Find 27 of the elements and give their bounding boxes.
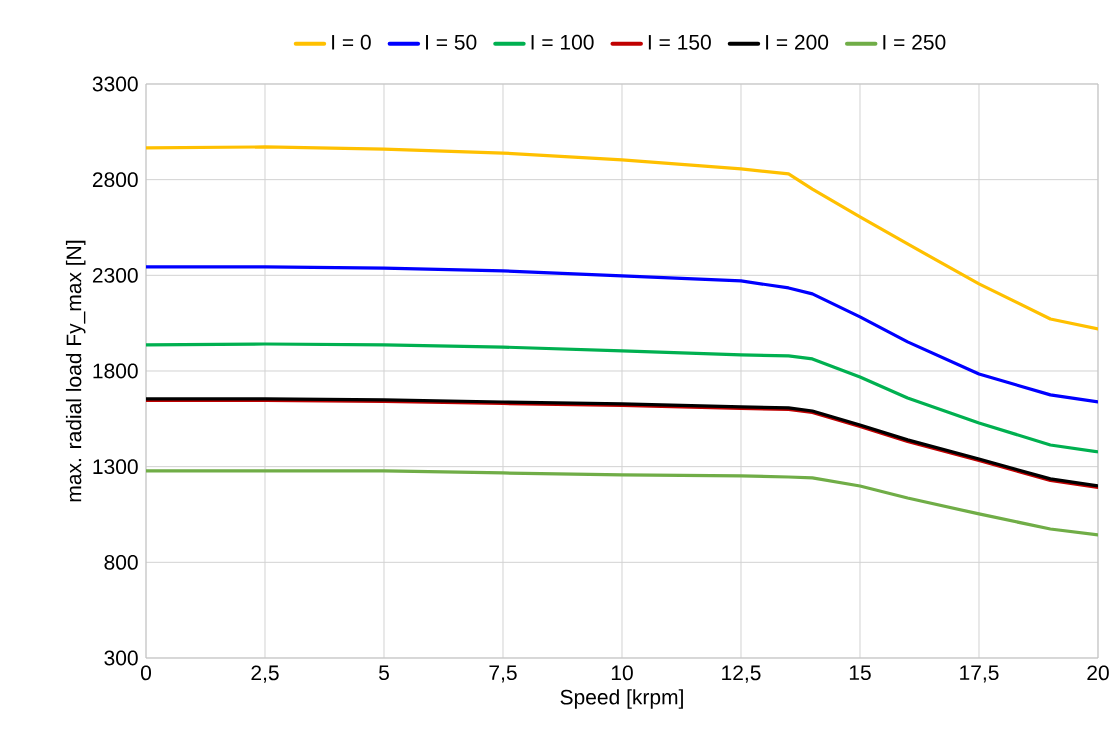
legend-label: I = 250 — [883, 34, 946, 50]
y-tick-label: 1800 — [93, 363, 138, 379]
legend-label: I = 150 — [648, 34, 711, 50]
y-tick-label: 2800 — [92, 172, 138, 188]
y-tick-label: 300 — [104, 650, 138, 666]
x-axis-title: Speed [krpm] — [560, 689, 683, 709]
x-tick-label: 12,5 — [722, 665, 761, 683]
x-tick-label: 15 — [849, 665, 871, 681]
x-tick-label: 0 — [140, 665, 152, 681]
y-tick-label: 800 — [104, 554, 138, 570]
y-tick-label: 2300 — [92, 267, 138, 283]
y-axis-title: max. radial load Fy_max [N] — [65, 240, 86, 502]
x-tick-label: 20 — [1087, 665, 1109, 681]
legend-label: I = 50 — [426, 34, 477, 50]
x-tick-label: 7,5 — [489, 665, 517, 683]
x-tick-label: 17,5 — [960, 665, 999, 683]
x-tick-label: 10 — [611, 665, 633, 681]
line-series — [146, 265, 1098, 404]
y-tick-label: 3300 — [92, 76, 138, 92]
legend-label: I = 200 — [766, 34, 829, 50]
x-tick-label: 5 — [379, 665, 389, 681]
y-tick-label: 1300 — [93, 459, 138, 475]
line-series — [146, 342, 1098, 454]
x-tick-label: 2,5 — [251, 665, 279, 683]
legend-label: I = 100 — [531, 34, 594, 50]
legend-label: I = 0 — [332, 34, 371, 50]
line-series — [146, 145, 1098, 331]
